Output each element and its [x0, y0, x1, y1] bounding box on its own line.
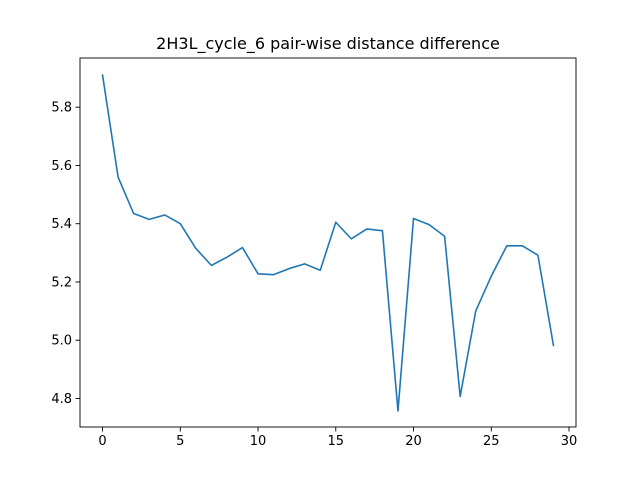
y-tick-label: 4.8: [51, 392, 72, 407]
y-tick-label: 5.6: [51, 159, 72, 174]
x-tick-label: 30: [561, 434, 578, 449]
chart-title: 2H3L_cycle_6 pair-wise distance differen…: [156, 34, 500, 54]
y-tick-label: 5.2: [51, 275, 72, 290]
plot-area: 0 5 10 15 20 25 30 4.8 5.0 5.2 5.4 5.6 5.8: [51, 57, 578, 449]
y-tick-label: 5.4: [51, 217, 72, 232]
series-line-0: [101, 74, 555, 412]
x-tick-label: 15: [328, 434, 345, 449]
x-tick-label: 5: [176, 434, 184, 449]
y-tick-label: 5.0: [51, 334, 72, 349]
y-tick-label: 5.8: [51, 101, 72, 116]
axes-frame: [79, 57, 577, 428]
x-tick-label: 0: [98, 434, 106, 449]
x-tick-label: 25: [483, 434, 500, 449]
x-tick-label: 20: [405, 434, 422, 449]
x-tick-label: 10: [250, 434, 267, 449]
